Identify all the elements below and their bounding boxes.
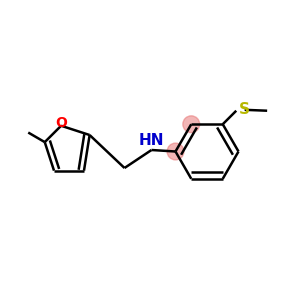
Circle shape [167, 143, 184, 160]
Text: S: S [239, 102, 250, 117]
Circle shape [183, 116, 200, 133]
Text: HN: HN [139, 133, 164, 148]
Text: O: O [55, 116, 67, 130]
